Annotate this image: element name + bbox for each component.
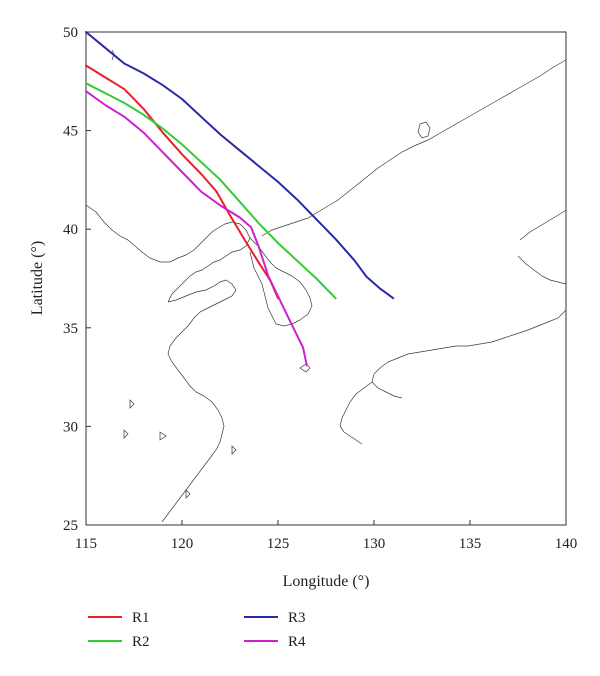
coast-shandong — [167, 279, 237, 355]
legend-label-r4: R4 — [288, 634, 306, 650]
x-tick-label: 115 — [75, 536, 97, 552]
coast-japan-kyushu — [339, 381, 373, 445]
y-tick-label: 25 — [63, 518, 78, 534]
y-tick-label: 35 — [63, 321, 78, 337]
y-tick-label: 45 — [63, 124, 78, 140]
x-tick-label: 120 — [171, 536, 194, 552]
track-r4 — [85, 90, 308, 367]
track-r2 — [85, 82, 337, 300]
legend-label-r2: R2 — [132, 634, 150, 650]
y-axis-ticks: 25 30 35 40 45 50 — [63, 25, 91, 534]
legend-label-r1: R1 — [132, 610, 150, 626]
coast-hokkaido — [517, 209, 567, 285]
x-tick-label: 135 — [459, 536, 482, 552]
x-axis-title: Longitude (°) — [283, 573, 370, 590]
x-tick-label: 130 — [363, 536, 386, 552]
track-r3 — [85, 31, 395, 300]
coast-china-east — [161, 353, 225, 523]
legend-label-r3: R3 — [288, 610, 306, 626]
y-axis-title: Latitude (°) — [29, 241, 46, 315]
x-axis-ticks: 115 120 125 130 135 140 — [75, 520, 577, 552]
coast-sakhalin-fragment — [417, 121, 431, 139]
y-tick-label: 50 — [63, 25, 78, 41]
coast-islands-south — [123, 363, 311, 499]
track-lines — [85, 31, 395, 367]
plot-frame — [85, 31, 567, 526]
coast-korea — [249, 237, 313, 327]
coast-russia-far-east — [261, 59, 567, 237]
x-tick-label: 140 — [555, 536, 578, 552]
x-tick-label: 125 — [267, 536, 290, 552]
y-tick-label: 40 — [63, 222, 78, 238]
coast-japan-honshu — [371, 309, 567, 399]
track-r1 — [85, 64, 279, 300]
coastlines — [85, 49, 567, 523]
legend: R1 R3 R2 R4 — [88, 610, 306, 650]
y-tick-label: 30 — [63, 419, 78, 435]
